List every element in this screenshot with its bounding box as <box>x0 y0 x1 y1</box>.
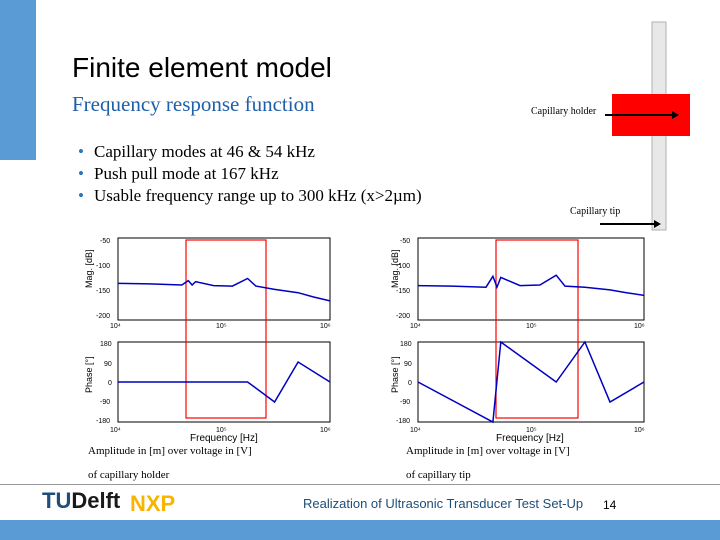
footer-accent-bar <box>0 520 720 540</box>
series-line <box>117 277 331 302</box>
footer-presentation-title: Realization of Ultrasonic Transducer Tes… <box>303 496 584 511</box>
bullet-item: • Push pull mode at 167 kHz <box>78 164 279 183</box>
phase-series <box>118 360 331 404</box>
series-line <box>417 274 645 297</box>
x-axis-label: Frequency [Hz] <box>190 433 258 444</box>
left-accent-bar <box>0 0 36 160</box>
holder-frf-plot: Mag. [dB] Phase [°] -50 -100 -150 -200 1… <box>70 230 335 445</box>
holder-arrowhead-icon <box>672 111 679 119</box>
phase-y-label: Phase [°] <box>84 356 94 393</box>
x-tick: 10⁴ <box>110 427 121 434</box>
holder-caption-line2: of capillary holder <box>88 469 170 481</box>
phase-tick: -90 <box>400 399 410 406</box>
bullet-list: • Capillary modes at 46 & 54 kHz • Push pu… <box>78 141 422 207</box>
capillary-diagram <box>600 21 690 231</box>
slide-subtitle: Frequency response function <box>72 92 315 116</box>
series-line <box>118 360 331 404</box>
x-tick: 10⁵ <box>526 427 537 434</box>
x-tick: 10⁶ <box>634 427 645 434</box>
footer-divider <box>0 484 720 485</box>
x-tick: 10⁴ <box>410 427 421 434</box>
slide-title: Finite element model <box>72 52 332 83</box>
phase-tick: 180 <box>400 341 412 348</box>
capillary-holder-label: Capillary holder <box>531 106 597 117</box>
x-tick: 10⁵ <box>216 427 227 434</box>
magnitude-axes <box>417 237 645 321</box>
bullet-item: • Capillary modes at 46 & 54 kHz <box>78 142 315 161</box>
mag-tick: -50 <box>100 238 110 245</box>
x-tick: 10⁵ <box>216 323 227 330</box>
bullet-dot-icon: • <box>78 186 84 205</box>
tip-caption-line1: Amplitude in [m] over voltage in [V] <box>406 445 570 457</box>
phase-series <box>417 340 645 424</box>
bullet-dot-icon: • <box>78 164 84 183</box>
holder-caption-line1: Amplitude in [m] over voltage in [V] <box>88 445 252 457</box>
capillary-tip-label: Capillary tip <box>570 206 621 217</box>
mag-tick: -50 <box>400 238 410 245</box>
series-line <box>417 340 645 424</box>
phase-tick: 90 <box>404 361 412 368</box>
usable-range-highlight <box>185 239 267 419</box>
magnitude-series <box>417 274 645 297</box>
phase-tick: -180 <box>96 418 110 425</box>
mag-tick: -200 <box>396 313 410 320</box>
magnitude-series <box>117 277 331 302</box>
bullet-item: • Usable frequency range up to 300 kHz (x… <box>78 186 422 205</box>
phase-tick: 0 <box>108 380 112 387</box>
x-tick: 10⁴ <box>110 323 121 330</box>
page-number: 14 <box>603 498 617 512</box>
x-tick: 10⁶ <box>320 427 331 434</box>
magnitude-axes <box>117 237 331 321</box>
x-tick: 10⁶ <box>634 323 645 330</box>
x-axis-label: Frequency [Hz] <box>496 433 564 444</box>
mag-tick: -100 <box>96 263 110 270</box>
phase-y-label: Phase [°] <box>390 356 400 393</box>
magnitude-y-label: Mag. [dB] <box>84 249 94 288</box>
phase-tick: 0 <box>408 380 412 387</box>
bullet-dot-icon: • <box>78 142 84 161</box>
x-tick: 10⁶ <box>320 323 331 330</box>
mag-tick: -200 <box>96 313 110 320</box>
phase-tick: 180 <box>100 341 112 348</box>
phase-axes <box>417 341 645 423</box>
tip-arrowhead-icon <box>654 220 661 228</box>
tip-caption-line2: of capillary tip <box>406 469 471 481</box>
nxp-logo: NXP <box>130 491 175 516</box>
x-tick: 10⁴ <box>410 323 421 330</box>
tip-frf-plot: Mag. [dB] Phase [°] -50 -100 -150 -200 1… <box>376 230 650 445</box>
svg-text:NXP: NXP <box>130 491 175 516</box>
phase-tick: 90 <box>104 361 112 368</box>
phase-tick: -90 <box>100 399 110 406</box>
tu-delft-logo: TUDelft <box>42 488 121 513</box>
magnitude-y-label: Mag. [dB] <box>390 249 400 288</box>
phase-tick: -180 <box>396 418 410 425</box>
mag-tick: -100 <box>396 263 410 270</box>
x-tick: 10⁵ <box>526 323 537 330</box>
mag-tick: -150 <box>96 288 110 295</box>
mag-tick: -150 <box>396 288 410 295</box>
usable-range-highlight <box>495 239 579 419</box>
